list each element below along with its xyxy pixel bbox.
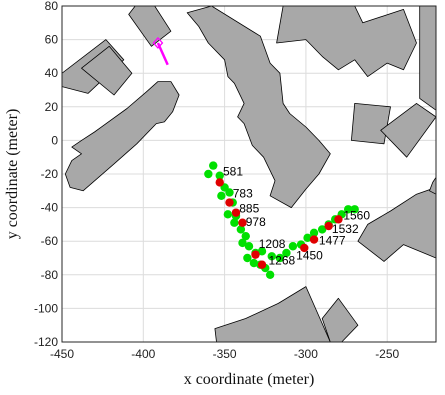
marker-diamond xyxy=(152,36,164,49)
green-point xyxy=(204,169,213,179)
green-point xyxy=(223,210,233,219)
y-tick-label: -40 xyxy=(41,201,59,215)
y-tick-label: 60 xyxy=(45,33,59,47)
green-point xyxy=(350,205,359,214)
plot-frame xyxy=(61,5,437,343)
green-point xyxy=(282,248,291,258)
red-point xyxy=(215,178,224,187)
point-label-1268: 1268 xyxy=(269,254,296,268)
green-point xyxy=(267,252,276,261)
point-label-1208: 1208 xyxy=(259,237,286,251)
x-tick-label: -250 xyxy=(375,347,399,361)
green-point xyxy=(215,171,224,180)
y-tick-label: 40 xyxy=(45,66,59,80)
y-tick-label: 0 xyxy=(51,133,58,147)
point-label-1560: 1560 xyxy=(343,208,370,222)
green-point xyxy=(265,270,275,279)
y-tick-label: -20 xyxy=(41,167,59,181)
building-right-edge-small xyxy=(429,176,436,195)
green-point xyxy=(249,258,259,268)
green-point xyxy=(309,228,319,237)
green-point xyxy=(244,242,254,251)
x-tick-label: -300 xyxy=(294,347,318,361)
point-label-581: 581 xyxy=(223,165,243,179)
green-point xyxy=(257,247,267,256)
building-right-diamond xyxy=(380,103,436,158)
y-tick-label: -120 xyxy=(34,335,58,349)
red-point xyxy=(309,235,319,244)
position-marker xyxy=(152,36,169,66)
point-label-1532: 1532 xyxy=(332,222,359,236)
building-bottom-small-right xyxy=(321,297,359,342)
x-tick-label: -450 xyxy=(50,347,74,361)
x-tick-label: -400 xyxy=(131,347,155,361)
red-point xyxy=(231,208,241,217)
y-tick-label: 20 xyxy=(45,100,59,114)
green-point xyxy=(241,231,250,241)
red-point xyxy=(300,243,309,253)
building-left-small xyxy=(81,45,133,96)
red-point xyxy=(334,215,343,224)
x-tick-label: -350 xyxy=(213,347,237,361)
building-long-rounded xyxy=(64,81,180,192)
point-label-885: 885 xyxy=(239,202,259,216)
green-point xyxy=(317,225,327,234)
green-point xyxy=(209,161,218,170)
building-right-tall xyxy=(419,6,436,111)
green-point xyxy=(275,253,285,263)
points-layer xyxy=(204,161,359,279)
y-tick-label: -60 xyxy=(41,234,59,248)
green-point xyxy=(343,205,353,214)
green-point xyxy=(243,253,252,263)
y-tick-label: -80 xyxy=(41,268,59,282)
x-axis-label: x coordinate (meter) xyxy=(184,371,315,388)
point-label-783: 783 xyxy=(233,187,253,201)
red-point xyxy=(257,260,267,269)
point-label-978: 978 xyxy=(246,215,266,229)
y-tick-label: 80 xyxy=(45,0,59,13)
green-point xyxy=(236,225,246,234)
point-label-1450: 1450 xyxy=(296,249,323,263)
green-point xyxy=(230,218,239,227)
buildings-layer xyxy=(62,6,436,342)
red-point xyxy=(225,198,234,207)
building-central-complex xyxy=(186,6,331,209)
building-upper-right-complex xyxy=(276,6,417,77)
green-point xyxy=(303,233,312,243)
red-point xyxy=(324,221,333,231)
building-right-middle-box xyxy=(350,103,391,145)
red-point xyxy=(238,218,247,227)
y-tick-label: -100 xyxy=(34,301,58,315)
green-point xyxy=(288,242,298,251)
building-bottom-center xyxy=(214,286,331,342)
green-point xyxy=(238,238,247,248)
building-right-lower-large xyxy=(357,186,436,262)
y-axis-label: y coordinate (meter) xyxy=(4,109,21,240)
building-top-left-slab xyxy=(128,6,172,47)
point-label-1477: 1477 xyxy=(319,234,346,248)
green-point xyxy=(225,188,234,197)
red-point xyxy=(251,250,260,259)
green-point xyxy=(217,191,226,201)
tick-labels: -450 -400 -350 -300 -250 -120 -100 -80 -60 -40 -20… xyxy=(34,0,400,361)
